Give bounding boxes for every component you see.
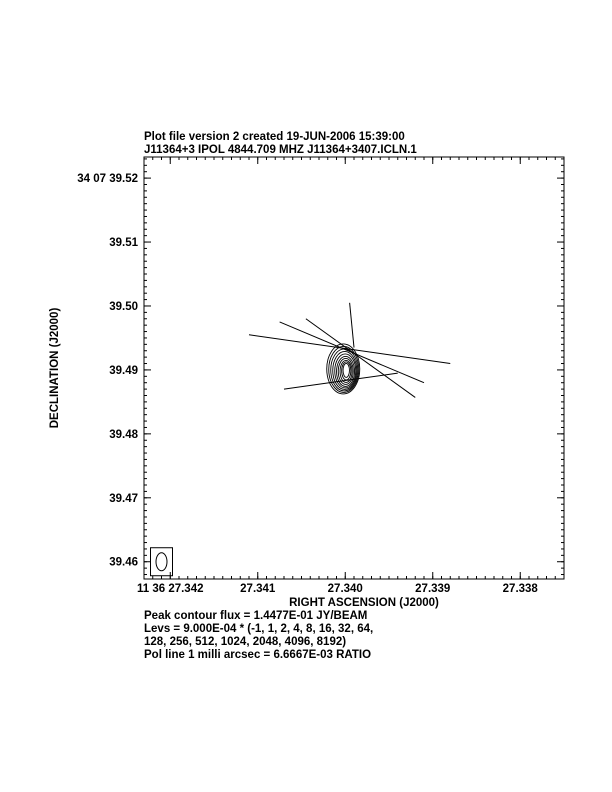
y-axis-label: DECLINATION (J2000) [49,308,61,429]
pol-scale-text: Pol line 1 milli arcsec = 6.6667E-03 RAT… [144,649,372,661]
source-info: J11364+3 IPOL 4844.709 MHZ J11364+3407.I… [144,144,417,156]
beam-box [150,547,173,577]
x-tick-label: 27.338 [503,583,539,595]
levels-text: Levs = 9.000E-04 * (-1, 1, 2, 4, 8, 16, … [144,623,374,635]
pol-vector [349,302,355,348]
y-tick-label: 39.46 [109,557,138,569]
y-tick-label: 39.48 [109,429,138,441]
peak-flux-text: Peak contour flux = 1.4477E-01 JY/BEAM [144,610,368,622]
contour-ring [342,362,350,378]
contour-ring [336,355,355,387]
contour-ring [339,359,353,383]
contour-ring [337,357,354,385]
y-tick-label: 39.47 [109,493,138,505]
x-tick-label: 27.340 [328,583,363,595]
y-tick-label: 39.50 [109,301,138,313]
contour-ring [334,353,357,389]
contour-ring [332,350,358,390]
pol-vector [283,372,398,390]
y-tick-label: 34 07 39.52 [77,173,138,185]
beam-ellipse [155,552,168,572]
x-tick-label: 27.339 [415,583,450,595]
pol-vector [305,318,416,398]
x-tick-label: 11 36 27.342 [137,583,204,595]
levels-text-cont: 128, 256, 512, 1024, 2048, 4096, 8192) [144,636,347,648]
pol-vector [248,334,451,365]
y-tick-label: 39.51 [109,237,138,249]
x-tick-label: 27.341 [240,583,276,595]
x-axis-label: RIGHT ASCENSION (J2000) [289,597,439,609]
plot-file-info: Plot file version 2 created 19-JUN-2006 … [144,131,405,143]
y-tick-label: 39.49 [109,365,138,377]
contour-ring [326,343,361,395]
